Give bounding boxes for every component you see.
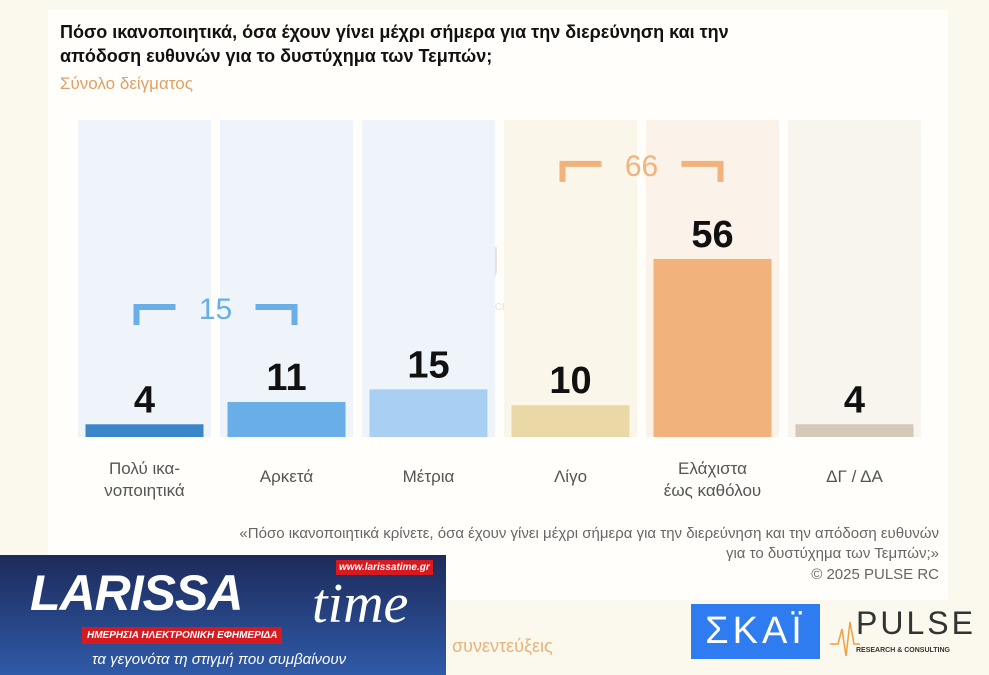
pulse-wave-icon	[830, 621, 860, 657]
copyright: © 2025 PULSE RC	[811, 566, 939, 583]
bar	[511, 405, 630, 437]
interviews-link[interactable]: συνεντεύξεις	[452, 636, 553, 656]
column-background	[362, 120, 495, 437]
bar-value-label: 4	[844, 379, 865, 421]
larissa-slogan: τα γεγονότα τη στιγμή που συμβαίνουν	[92, 651, 347, 668]
skai-logo: ΣΚΑΪ	[691, 604, 820, 659]
column-background	[78, 120, 211, 437]
chart-title: Πόσο ικανοποιητικά, όσα έχουν γίνει μέχρ…	[60, 22, 729, 66]
question-note: «Πόσο ικανοποιητικά κρίνετε, όσα έχουν γ…	[239, 525, 939, 562]
bar-value-label: 15	[407, 344, 449, 386]
bar	[795, 424, 914, 437]
category-label: Αρκετά	[260, 467, 314, 486]
category-label: Ελάχιστα έως καθόλου	[664, 459, 761, 500]
larissa-tagline: ΗΜΕΡΗΣΙΑ ΗΛΕΚΤΡΟΝΙΚΗ ΕΦΗΜΕΡΙΔΑ	[82, 627, 283, 644]
group-bracket	[559, 160, 724, 182]
larissatime-banner[interactable]: LARISSA time www.larissatime.gr ΗΜΕΡΗΣΙΑ…	[0, 555, 446, 675]
group-total-label: 66	[625, 150, 658, 183]
bar-value-label: 10	[549, 360, 591, 402]
pulse-name: PULSE	[856, 605, 976, 641]
bar-value-label: 4	[134, 379, 155, 421]
bar-value-label: 56	[691, 214, 733, 256]
bar	[653, 258, 772, 437]
column-background	[220, 120, 353, 437]
larissa-time-logo: time	[312, 573, 409, 635]
bar	[85, 424, 204, 437]
bar	[227, 402, 346, 437]
category-label: Μέτρια	[403, 467, 455, 486]
pulse-sub: RESEARCH & CONSULTING	[856, 647, 950, 654]
bar-value-label: 11	[266, 357, 306, 399]
column-background	[504, 120, 637, 437]
bar	[369, 389, 488, 437]
pulse-logo: PULSE RESEARCH & CONSULTING	[830, 604, 980, 659]
group-bracket	[133, 304, 298, 326]
category-label: ΔΓ / ΔΑ	[826, 467, 883, 486]
column-background	[788, 120, 921, 437]
larissa-logo: LARISSA	[30, 565, 243, 621]
category-label: Λίγο	[554, 467, 587, 486]
group-total-label: 15	[199, 293, 232, 326]
category-label: Πολύ ικα-νοποιητικά	[104, 459, 185, 500]
chart-subtitle: Σύνολο δείγματος	[60, 74, 193, 93]
larissa-url: www.larissatime.gr	[336, 560, 433, 575]
